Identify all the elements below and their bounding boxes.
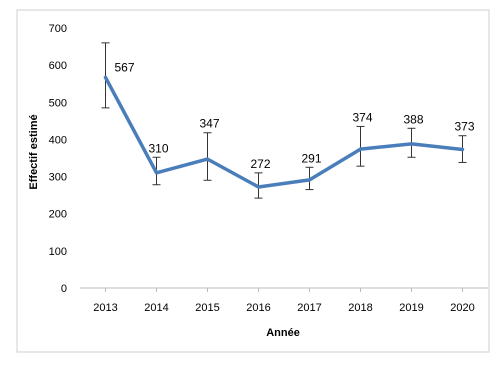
x-tick-label: 2019 [399, 302, 423, 314]
error-bar [356, 125, 365, 167]
data-labels: 567 310 347 272 291 374 388 373 [115, 60, 475, 170]
data-label: 272 [250, 157, 270, 171]
data-label: 373 [454, 120, 474, 134]
series-group [103, 75, 465, 189]
data-point [155, 171, 158, 175]
y-tick-label: 0 [61, 283, 67, 295]
data-label: 567 [115, 60, 135, 74]
y-tick-label: 400 [49, 134, 67, 146]
x-tick-label: 2020 [450, 302, 474, 314]
data-label: 310 [148, 141, 168, 155]
data-point [461, 147, 464, 151]
x-tick-label: 2018 [348, 302, 372, 314]
y-tick-label: 600 [49, 60, 67, 72]
y-tick-label: 300 [49, 172, 67, 184]
data-label: 388 [403, 112, 423, 126]
y-tick-label: 700 [49, 23, 67, 35]
data-point [308, 178, 311, 182]
x-axis-ticks: 2013 2014 2015 2016 2017 2018 2019 2020 [93, 288, 475, 314]
y-tick-label: 500 [49, 97, 67, 109]
data-point [410, 142, 413, 146]
x-axis-title: Année [266, 327, 300, 339]
data-point [104, 75, 107, 79]
x-tick-label: 2015 [195, 302, 219, 314]
error-bar [203, 132, 212, 181]
data-label: 291 [301, 151, 321, 165]
x-tick-label: 2017 [297, 302, 321, 314]
y-axis-ticks: 0 100 200 300 400 500 600 700 [49, 23, 67, 295]
plot-frame [16, 9, 490, 353]
error-bar [101, 42, 110, 109]
x-tick-label: 2014 [144, 302, 168, 314]
y-axis-title: Effectif estimé [28, 114, 40, 189]
data-point [257, 185, 260, 189]
data-point [359, 147, 362, 151]
x-tick-label: 2013 [93, 302, 117, 314]
data-label: 374 [352, 110, 372, 124]
series-line [103, 75, 465, 189]
data-label: 347 [199, 117, 219, 131]
y-tick-label: 100 [49, 246, 67, 258]
data-point [206, 157, 209, 161]
x-tick-label: 2016 [246, 302, 270, 314]
y-tick-label: 200 [49, 209, 67, 221]
